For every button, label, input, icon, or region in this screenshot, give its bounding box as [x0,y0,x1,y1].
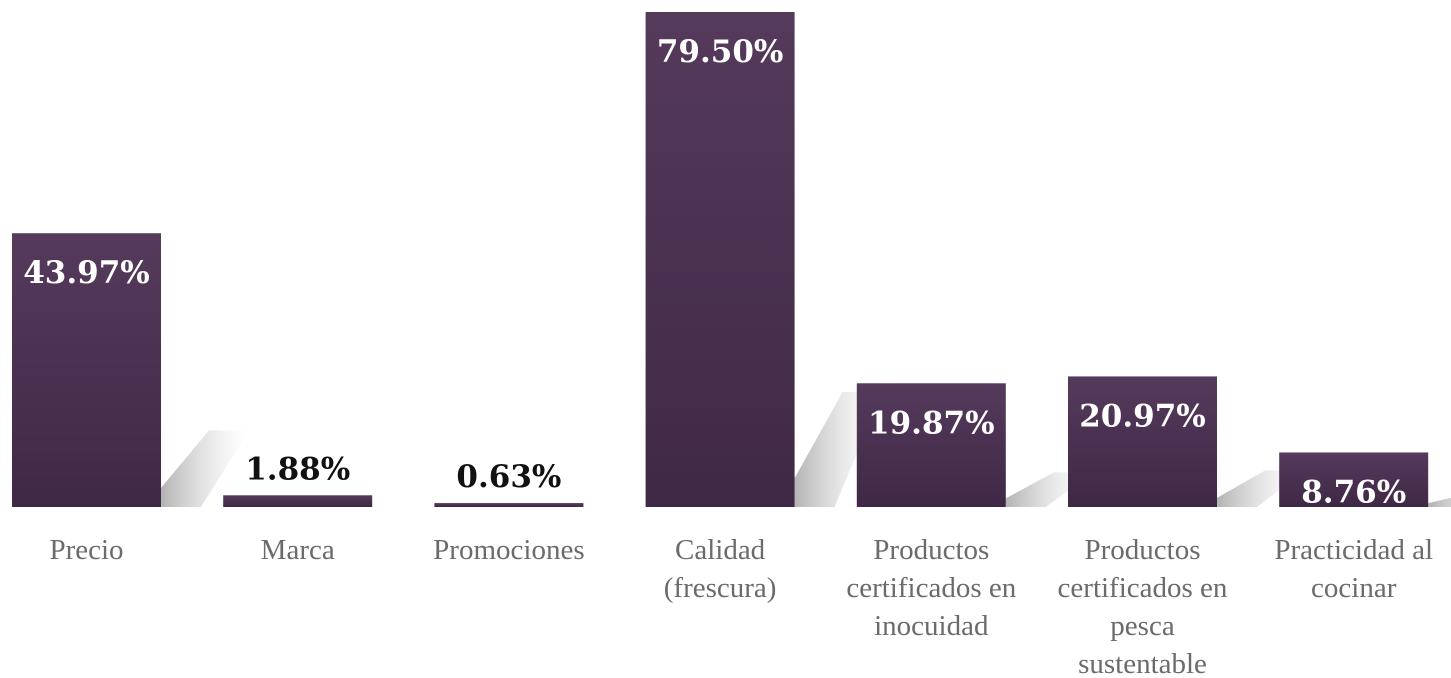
category-label: Marca [261,534,335,566]
category-label: Productos [873,534,989,566]
data-labels: 43.97% 1.88% 0.63% 79.50% 19.87% 20.97% 8.76% [23,34,1406,510]
data-label: 79.50% [657,34,784,70]
bar-5 [856,383,1006,507]
category-label: sustentable [1078,648,1207,678]
category-label: pesca [1110,610,1175,642]
category-label: Precio [49,534,123,566]
category-label: Practicidad al [1274,534,1433,566]
category-labels: Precio Marca Promociones Calidad (frescura) P… [49,534,1433,678]
category-label: Promociones [433,534,584,566]
category-label: cocinar [1311,572,1397,604]
bar-2 [223,495,373,507]
category-label: certificados en [1058,572,1228,604]
bar-1 [12,233,161,507]
data-label: 0.63% [456,459,561,495]
bar-shadow [1428,497,1451,507]
bar-3 [434,503,584,507]
bar-7 [1279,452,1429,507]
data-label: 19.87% [868,405,995,441]
bars [12,12,1429,507]
data-label: 43.97% [23,255,150,291]
bar-shadows [161,392,1451,507]
category-label: Calidad [675,534,766,566]
data-label: 8.76% [1301,474,1406,510]
category-label: Productos [1085,534,1201,566]
bar-6 [1068,376,1217,507]
category-label: inocuidad [874,610,989,642]
bar-4 [645,12,795,507]
category-label: (frescura) [664,572,777,604]
data-label: 20.97% [1079,398,1206,434]
data-label: 1.88% [245,451,350,487]
category-label: certificados en [846,572,1016,604]
bar-shadow [161,430,249,507]
